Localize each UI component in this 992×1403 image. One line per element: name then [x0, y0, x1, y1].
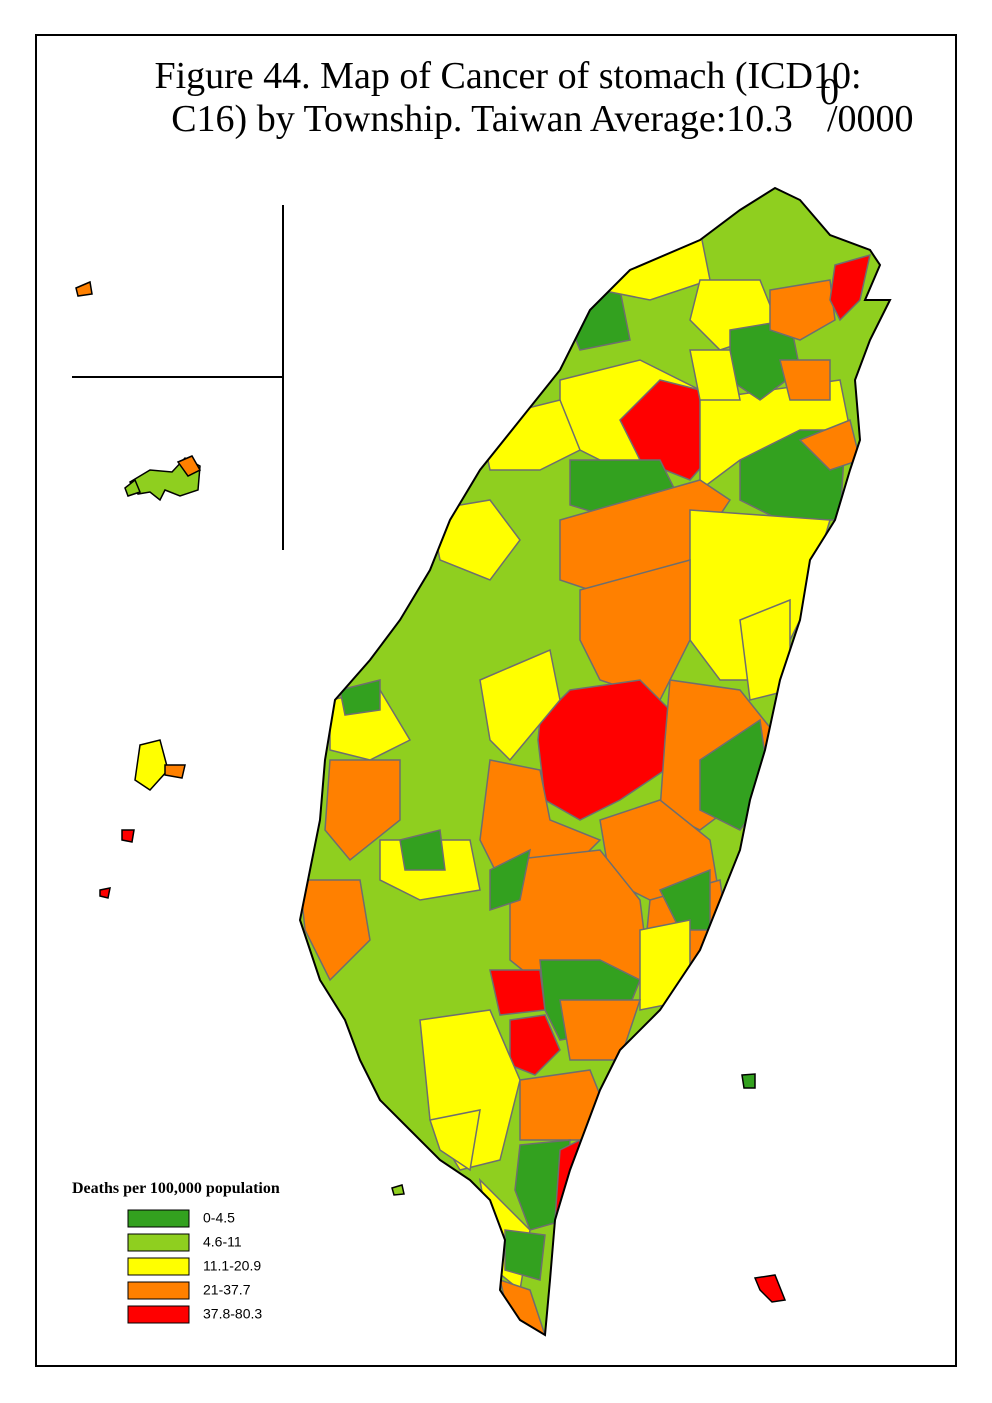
- region: [399, 829, 446, 871]
- legend: Deaths per 100,000 population 0-4.5 4.6-1…: [72, 1180, 280, 1324]
- frame: [35, 34, 957, 1367]
- island: [176, 455, 202, 477]
- island: [99, 887, 111, 899]
- region: [489, 969, 546, 1016]
- region: [429, 1109, 481, 1172]
- region: [689, 349, 741, 401]
- region: [324, 759, 401, 862]
- legend-label: 11.1-20.9: [203, 1258, 261, 1274]
- legend-swatch: [127, 1257, 190, 1276]
- region: [829, 253, 872, 322]
- region: [639, 919, 691, 1011]
- legend-swatch: [127, 1209, 190, 1228]
- legend-title: Deaths per 100,000 population: [72, 1180, 280, 1197]
- island: [753, 1274, 787, 1303]
- legend-label: 4.6-11: [203, 1234, 242, 1250]
- island: [391, 1184, 405, 1196]
- region: [769, 279, 836, 341]
- island: [75, 280, 93, 297]
- outlying-islands: [75, 280, 787, 1303]
- legend-label: 21-37.7: [203, 1282, 251, 1298]
- region: [504, 1229, 546, 1281]
- island: [134, 739, 169, 791]
- legend-swatch: [127, 1233, 190, 1252]
- region: [489, 848, 532, 912]
- legend-label: 37.8-80.3: [203, 1306, 262, 1322]
- region: [779, 359, 831, 401]
- title-unit: /0000: [827, 98, 914, 140]
- townships: [300, 188, 890, 1335]
- region: [559, 999, 642, 1061]
- legend-label: 0-4.5: [203, 1210, 235, 1226]
- region: [339, 679, 381, 716]
- island: [164, 764, 186, 779]
- legend-swatch: [127, 1281, 190, 1300]
- title-superscript: 0: [820, 71, 839, 113]
- region: [558, 289, 631, 351]
- island: [121, 829, 135, 843]
- title-line: Figure 44. Map of Cancer of stomach (ICD…: [154, 55, 861, 97]
- legend-swatch: [127, 1305, 190, 1324]
- title-line: C16) by Township. Taiwan Average:10.3: [171, 98, 793, 140]
- region: [300, 879, 371, 982]
- region: [479, 648, 561, 762]
- island: [741, 1073, 756, 1089]
- region: [537, 679, 671, 821]
- island: [124, 478, 142, 497]
